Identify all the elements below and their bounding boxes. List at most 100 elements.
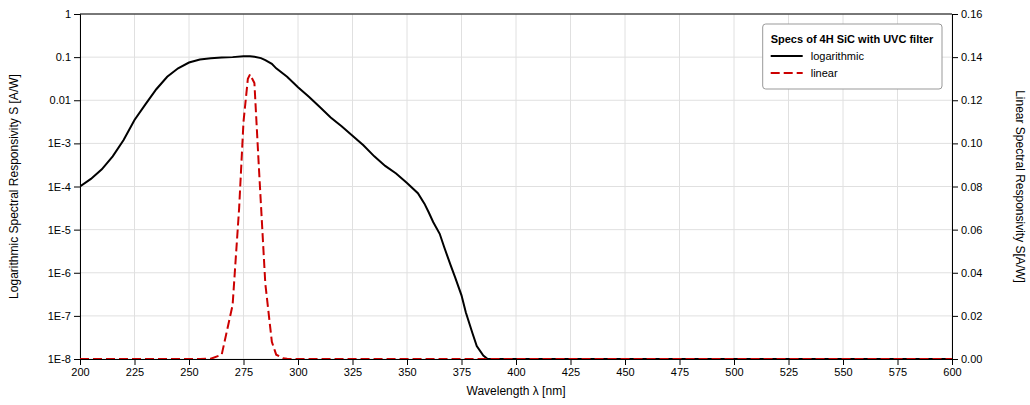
tick-label: 300 <box>289 366 307 378</box>
tick-label: 525 <box>780 366 798 378</box>
tick-label: 0.12 <box>961 94 982 106</box>
tick: 1E-8 <box>48 353 80 365</box>
grid-line <box>80 229 952 230</box>
tick-mark <box>74 359 80 360</box>
axis-line <box>953 15 959 360</box>
tick-label: 0.14 <box>961 51 982 63</box>
tick-label: 0.10 <box>961 137 982 149</box>
legend-title: Specs of 4H SiC with UVC filter <box>771 33 934 45</box>
tick: 0.10 <box>952 137 982 149</box>
tick: 375 <box>453 359 471 378</box>
grid-line <box>80 272 952 273</box>
tick-mark <box>952 14 958 15</box>
tick-mark <box>74 143 80 144</box>
tick-label: 250 <box>180 366 198 378</box>
tick-label: 275 <box>235 366 253 378</box>
tick: 200 <box>71 359 89 378</box>
x-axis-title: Wavelength λ [nm] <box>467 384 566 398</box>
tick-label: 400 <box>507 366 525 378</box>
tick-label: 200 <box>71 366 89 378</box>
tick: 500 <box>725 359 743 378</box>
tick: 0.01 <box>50 94 80 106</box>
tick: 450 <box>616 359 634 378</box>
tick: 0.16 <box>952 8 982 20</box>
tick-label: 1E-6 <box>48 267 71 279</box>
tick: 0.12 <box>952 94 982 106</box>
tick: 400 <box>507 359 525 378</box>
y2-axis-title: Linear Spectral Responsivity S[A/W] <box>1013 90 1027 283</box>
tick: 0.14 <box>952 51 982 63</box>
tick-label: 1E-4 <box>48 181 71 193</box>
grid-line <box>80 100 952 101</box>
y2-axis: 0.00 0.02 0.04 0.06 0.08 0.10 0.12 0.14 0.16 <box>952 8 982 365</box>
tick: 1 <box>65 8 80 20</box>
legend-box <box>763 24 942 89</box>
tick-label: 0.16 <box>961 8 982 20</box>
grid-line <box>80 315 952 316</box>
tick-mark <box>571 359 572 365</box>
tick-mark <box>298 359 299 365</box>
chart: 2002252502753003253503754004254504755005… <box>0 0 1030 405</box>
tick-mark <box>952 57 958 58</box>
tick-label: 0.01 <box>50 94 71 106</box>
tick-mark <box>74 230 80 231</box>
tick-mark <box>189 359 190 365</box>
tick-mark <box>789 359 790 365</box>
grid-line <box>80 186 952 187</box>
tick: 1E-5 <box>48 224 80 236</box>
tick-label: 0.02 <box>961 310 982 322</box>
tick-label: 225 <box>126 366 144 378</box>
series-group <box>80 56 952 359</box>
tick-mark <box>353 359 354 365</box>
tick: 1E-4 <box>48 181 80 193</box>
tick: 1E-6 <box>48 267 80 279</box>
legend-entry: linear <box>811 67 838 79</box>
tick: 275 <box>235 359 253 378</box>
tick: 250 <box>180 359 198 378</box>
tick-mark <box>625 359 626 365</box>
tick: 225 <box>126 359 144 378</box>
legend: Specs of 4H SiC with UVC filterlogarithm… <box>763 24 942 89</box>
tick: 1E-3 <box>48 137 80 149</box>
tick-label: 0.04 <box>961 267 982 279</box>
tick-mark <box>734 359 735 365</box>
legend-swatch <box>771 55 803 57</box>
tick-label: 0.00 <box>961 353 982 365</box>
tick: 0.04 <box>952 267 982 279</box>
tick: 1E-7 <box>48 310 80 322</box>
tick-mark <box>516 359 517 365</box>
tick: 0.02 <box>952 310 982 322</box>
tick-label: 1E-7 <box>48 310 71 322</box>
tick-label: 1 <box>65 8 71 20</box>
x-axis: 2002252502753003253503754004254504755005… <box>71 359 961 378</box>
tick-mark <box>74 187 80 188</box>
tick-label: 425 <box>562 366 580 378</box>
tick: 0.08 <box>952 181 982 193</box>
y-axis-title: Logarithmic Spectral Responsivity S [A/W… <box>7 74 21 299</box>
tick-mark <box>898 359 899 365</box>
tick-label: 375 <box>453 366 471 378</box>
tick-mark <box>952 316 958 317</box>
tick-mark <box>74 273 80 274</box>
tick-label: 1E-3 <box>48 137 71 149</box>
tick-mark <box>74 316 80 317</box>
tick: 550 <box>834 359 852 378</box>
tick: 0.06 <box>952 224 982 236</box>
tick-mark <box>244 359 245 365</box>
tick-mark <box>952 230 958 231</box>
tick-mark <box>462 359 463 365</box>
tick: 0.00 <box>952 353 982 365</box>
legend-swatch <box>771 72 803 74</box>
tick-mark <box>407 359 408 365</box>
tick-mark <box>952 100 958 101</box>
tick: 300 <box>289 359 307 378</box>
plot: 2002252502753003253503754004254504755005… <box>48 8 983 378</box>
tick-label: 0.06 <box>961 224 982 236</box>
axis-line <box>81 360 953 366</box>
tick: 425 <box>562 359 580 378</box>
tick-label: 500 <box>725 366 743 378</box>
tick-label: 1E-8 <box>48 353 71 365</box>
tick-mark <box>952 187 958 188</box>
tick-label: 475 <box>671 366 689 378</box>
tick: 325 <box>344 359 362 378</box>
